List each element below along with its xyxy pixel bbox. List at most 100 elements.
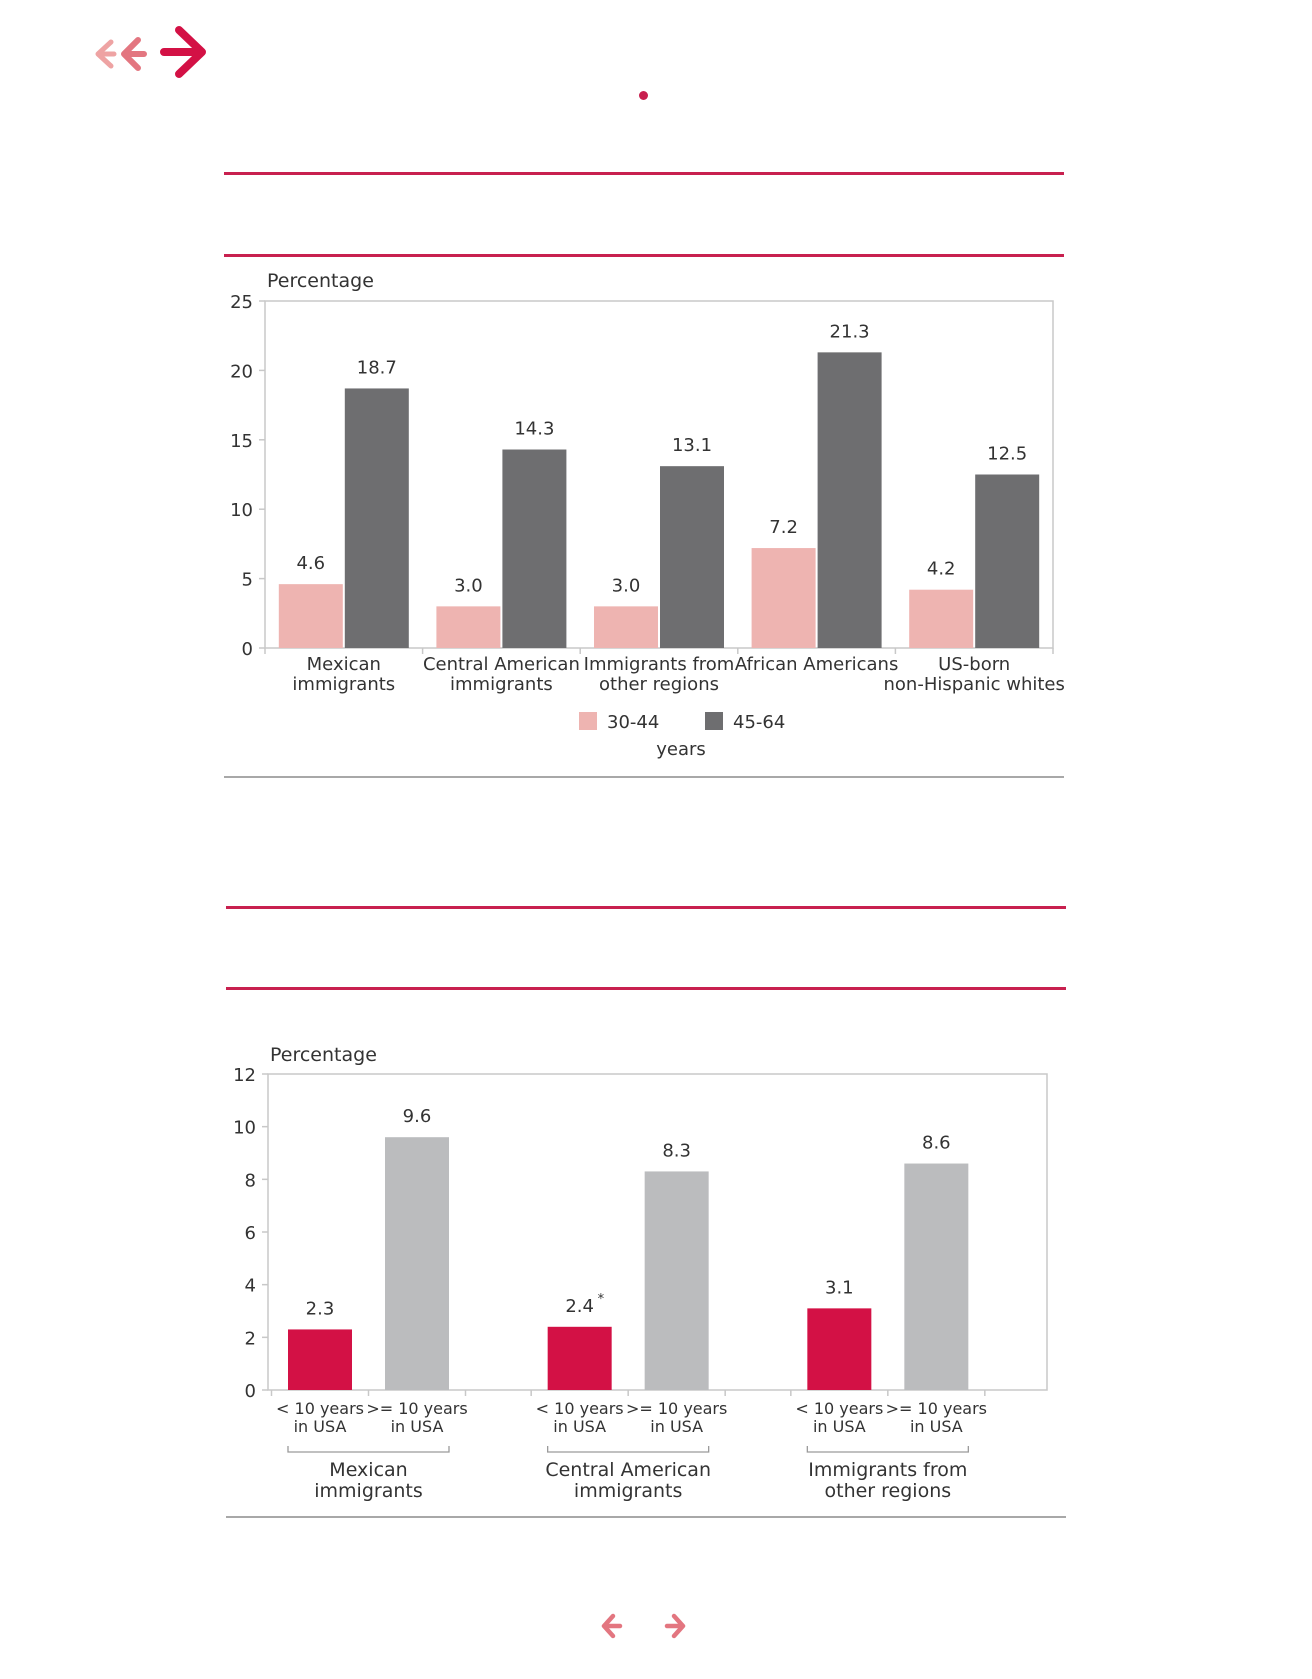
x-category-label: immigrants <box>450 674 553 695</box>
x-bar-label: in USA <box>553 1417 606 1436</box>
back-small-icon[interactable] <box>95 39 117 69</box>
y-tick-label: 0 <box>245 1381 256 1402</box>
data-label-note: * <box>598 1292 605 1307</box>
x-bar-label: < 10 years <box>276 1399 364 1418</box>
header-rule-bottom <box>224 254 1064 257</box>
bar <box>909 589 974 648</box>
bar <box>344 388 409 648</box>
x-bar-label: >= 10 years <box>886 1399 987 1418</box>
data-label: 14.3 <box>514 419 554 440</box>
y-tick-label: 10 <box>233 1118 256 1139</box>
data-label: 2.3 <box>306 1298 335 1319</box>
group-label: Central American <box>545 1459 711 1481</box>
x-bar-label: < 10 years <box>795 1399 883 1418</box>
x-category-label: African Americans <box>735 654 899 675</box>
x-category-label: immigrants <box>292 674 395 695</box>
group-label: immigrants <box>314 1480 422 1502</box>
data-label: 3.1 <box>825 1277 854 1298</box>
bar <box>547 1326 612 1390</box>
x-bar-label: >= 10 years <box>366 1399 467 1418</box>
y-tick-label: 15 <box>230 431 253 452</box>
data-label: 8.3 <box>662 1140 691 1161</box>
chart-age-groups: Percentage05101520254.618.7Mexicanimmigr… <box>230 270 1065 760</box>
footer-rule-chart-2 <box>226 1516 1066 1518</box>
footer-rule-chart-1 <box>224 776 1064 778</box>
y-axis-label: Percentage <box>270 1044 377 1066</box>
next-page-icon[interactable] <box>664 1613 686 1639</box>
y-tick-label: 8 <box>245 1170 256 1191</box>
group-bracket <box>547 1446 710 1453</box>
data-label: 9.6 <box>403 1106 432 1127</box>
x-category-label: Immigrants from <box>584 654 735 675</box>
y-tick-label: 12 <box>233 1065 256 1086</box>
bar <box>594 606 658 648</box>
bar <box>660 466 724 648</box>
bar <box>644 1171 709 1390</box>
x-category-label: other regions <box>599 674 719 695</box>
back-icon[interactable] <box>121 37 147 71</box>
header-rule-bottom-2 <box>226 987 1066 990</box>
x-bar-label: in USA <box>910 1417 963 1436</box>
header-rule-top-2 <box>226 906 1066 909</box>
data-label: 3.0 <box>454 575 483 596</box>
x-bar-label: in USA <box>294 1417 347 1436</box>
x-bar-label: in USA <box>813 1417 866 1436</box>
group-bracket <box>806 1446 969 1453</box>
x-bar-label: >= 10 years <box>626 1399 727 1418</box>
y-tick-label: 0 <box>242 639 253 660</box>
x-category-label: Central American <box>423 654 580 675</box>
bar <box>288 1329 352 1390</box>
data-label: 4.6 <box>296 553 325 574</box>
y-tick-label: 10 <box>230 500 253 521</box>
top-navigation <box>95 26 206 78</box>
header-rule-top <box>224 172 1064 175</box>
y-tick-label: 5 <box>242 570 253 591</box>
prev-page-icon[interactable] <box>601 1613 623 1639</box>
decorative-dot <box>639 91 648 100</box>
bar <box>975 474 1040 648</box>
y-tick-label: 20 <box>230 361 253 382</box>
group-label: Immigrants from <box>808 1459 967 1481</box>
data-label: 18.7 <box>357 357 397 378</box>
bar <box>278 584 343 648</box>
bar <box>817 352 882 648</box>
data-label: 21.3 <box>830 321 870 342</box>
x-category-label: non-Hispanic whites <box>884 674 1065 695</box>
legend-label: 30-44 <box>607 712 659 733</box>
x-bar-label: in USA <box>391 1417 444 1436</box>
data-label: 4.2 <box>927 559 956 580</box>
x-bar-label: in USA <box>650 1417 703 1436</box>
data-label: 8.6 <box>922 1133 951 1154</box>
x-bar-label: < 10 years <box>536 1399 624 1418</box>
x-category-label: Mexican <box>307 654 381 675</box>
data-label: 7.2 <box>769 517 798 538</box>
y-tick-label: 2 <box>245 1328 256 1349</box>
bar <box>502 449 567 648</box>
bar <box>751 548 816 648</box>
legend-swatch <box>579 712 597 730</box>
data-label: 3.0 <box>612 575 641 596</box>
x-category-label: US-born <box>938 654 1010 675</box>
bar <box>807 1308 872 1390</box>
forward-large-icon[interactable] <box>160 26 206 78</box>
legend-swatch <box>705 712 723 730</box>
group-bracket <box>287 1446 450 1453</box>
group-label: immigrants <box>574 1480 682 1502</box>
data-label: 13.1 <box>672 435 712 456</box>
bar <box>904 1163 969 1390</box>
data-label: 2.4 <box>565 1296 594 1317</box>
data-label: 12.5 <box>987 444 1027 465</box>
group-label: other regions <box>825 1480 952 1502</box>
plot-frame <box>264 300 1054 649</box>
page-navigation <box>601 1613 686 1639</box>
bar <box>436 606 501 648</box>
bar <box>385 1137 449 1390</box>
legend-unit: years <box>656 739 706 760</box>
y-tick-label: 4 <box>245 1276 256 1297</box>
y-tick-label: 6 <box>245 1223 256 1244</box>
legend-label: 45-64 <box>733 712 785 733</box>
y-tick-label: 25 <box>230 292 253 313</box>
group-label: Mexican <box>329 1459 407 1481</box>
y-axis-label: Percentage <box>267 270 374 292</box>
